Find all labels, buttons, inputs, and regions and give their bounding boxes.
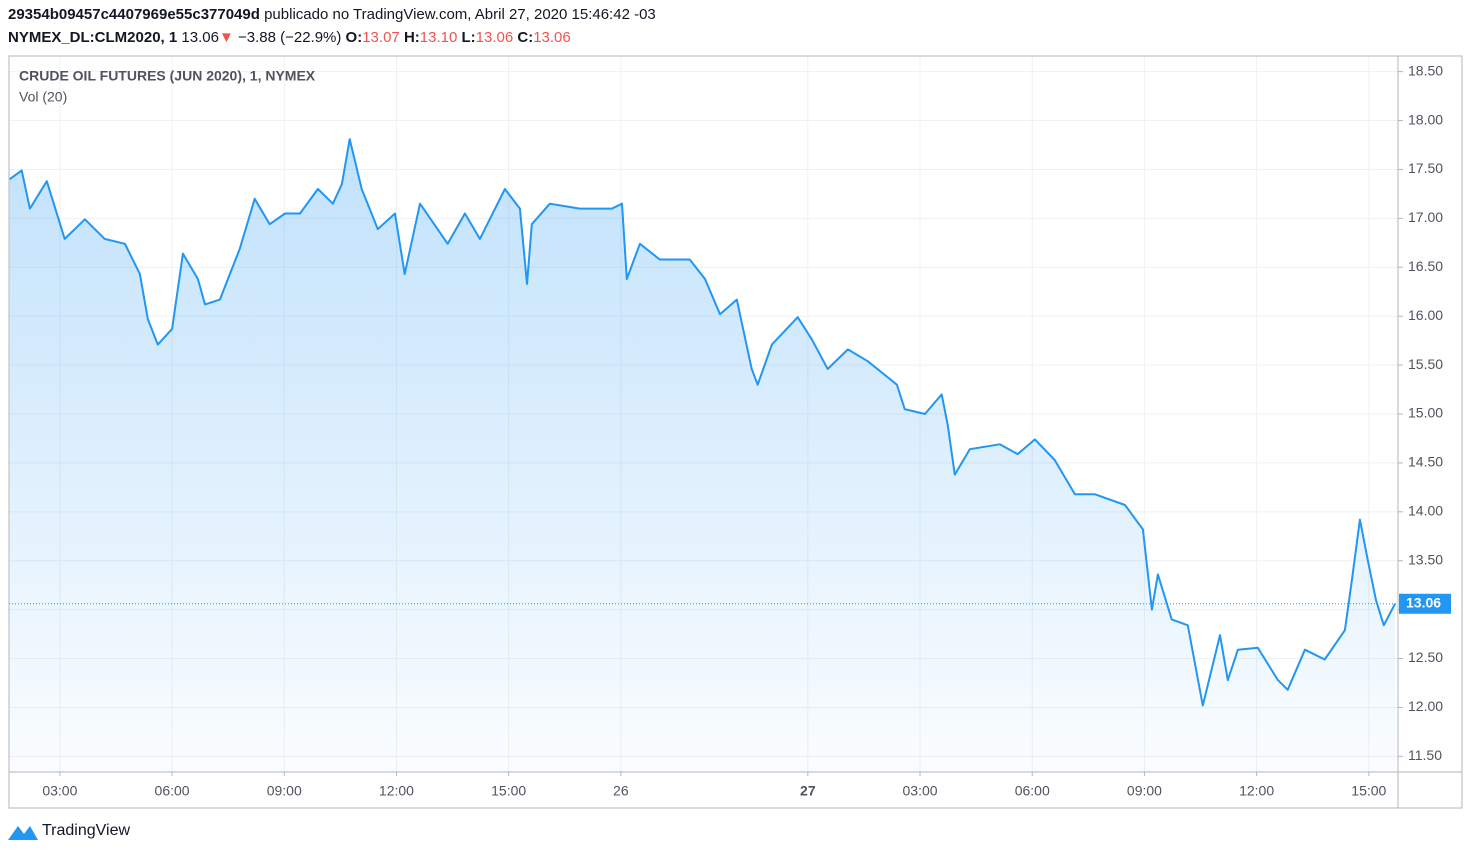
l-label: L:: [461, 29, 476, 46]
y-tick-label: 14.00: [1408, 503, 1443, 519]
area-fill: [9, 139, 1396, 773]
y-tick-label: 17.50: [1408, 160, 1443, 176]
y-tick-label: 18.50: [1408, 62, 1443, 78]
x-tick-label: 27: [800, 783, 816, 799]
x-tick-label: 06:00: [1015, 783, 1050, 799]
open: 13.07: [362, 29, 400, 46]
x-tick-label: 15:00: [1351, 783, 1386, 799]
y-tick-label: 12.00: [1408, 698, 1443, 714]
x-tick-label: 26: [613, 783, 629, 799]
y-tick-label: 16.50: [1408, 258, 1443, 274]
y-tick-label: 18.00: [1408, 111, 1443, 127]
y-tick-label: 14.50: [1408, 454, 1443, 470]
y-tick-label: 12.50: [1408, 649, 1443, 665]
close: 13.06: [533, 29, 571, 46]
h-label: H:: [403, 29, 420, 46]
high: 13.10: [419, 29, 458, 46]
y-tick-label: 13.50: [1408, 551, 1443, 567]
x-tick-label: 09:00: [1127, 783, 1162, 799]
author: 29354b09457c4407969e55c377049d: [8, 6, 260, 23]
arrow: ▼: [218, 29, 234, 46]
published: publicado no TradingView.com, Abril 27, …: [259, 6, 656, 23]
price-line: [9, 138, 1396, 707]
y-tick-label: 11.50: [1408, 747, 1442, 763]
x-tick-label: 12:00: [1239, 783, 1274, 799]
o-label: O:: [345, 29, 363, 46]
x-tick-label: 03:00: [903, 783, 938, 799]
logo: [8, 826, 38, 840]
x-tick-label: 09:00: [267, 783, 302, 799]
brand: TradingView: [42, 822, 131, 839]
last-price-box: [1399, 593, 1451, 614]
low: 13.06: [475, 29, 514, 46]
y-tick-label: 15.50: [1408, 356, 1443, 372]
x-tick-label: 15:00: [491, 783, 526, 799]
x-tick-label: 12:00: [379, 783, 414, 799]
x-tick-label: 03:00: [42, 783, 77, 799]
last-price-label: 13.06: [1406, 594, 1441, 610]
x-tick-label: 06:00: [155, 783, 190, 799]
indicator-legend: Vol (20): [19, 89, 67, 105]
series-legend: CRUDE OIL FUTURES (JUN 2020), 1, NYMEX: [19, 68, 316, 84]
price: 13.06: [181, 29, 219, 46]
header-line: NYMEX_DL:CLM2020, 1 13.06▼ −3.88 (−22.9%…: [8, 29, 571, 46]
change: −3.88 (−22.9%): [237, 29, 342, 46]
y-tick-label: 16.00: [1408, 307, 1443, 323]
symbol: NYMEX_DL:CLM2020, 1: [8, 29, 178, 46]
y-tick-label: 15.00: [1408, 405, 1443, 421]
header-line: 29354b09457c4407969e55c377049d publicado…: [8, 6, 656, 23]
frame: [8, 55, 1463, 809]
y-tick-label: 17.00: [1408, 209, 1443, 225]
c-label: C:: [517, 29, 534, 46]
